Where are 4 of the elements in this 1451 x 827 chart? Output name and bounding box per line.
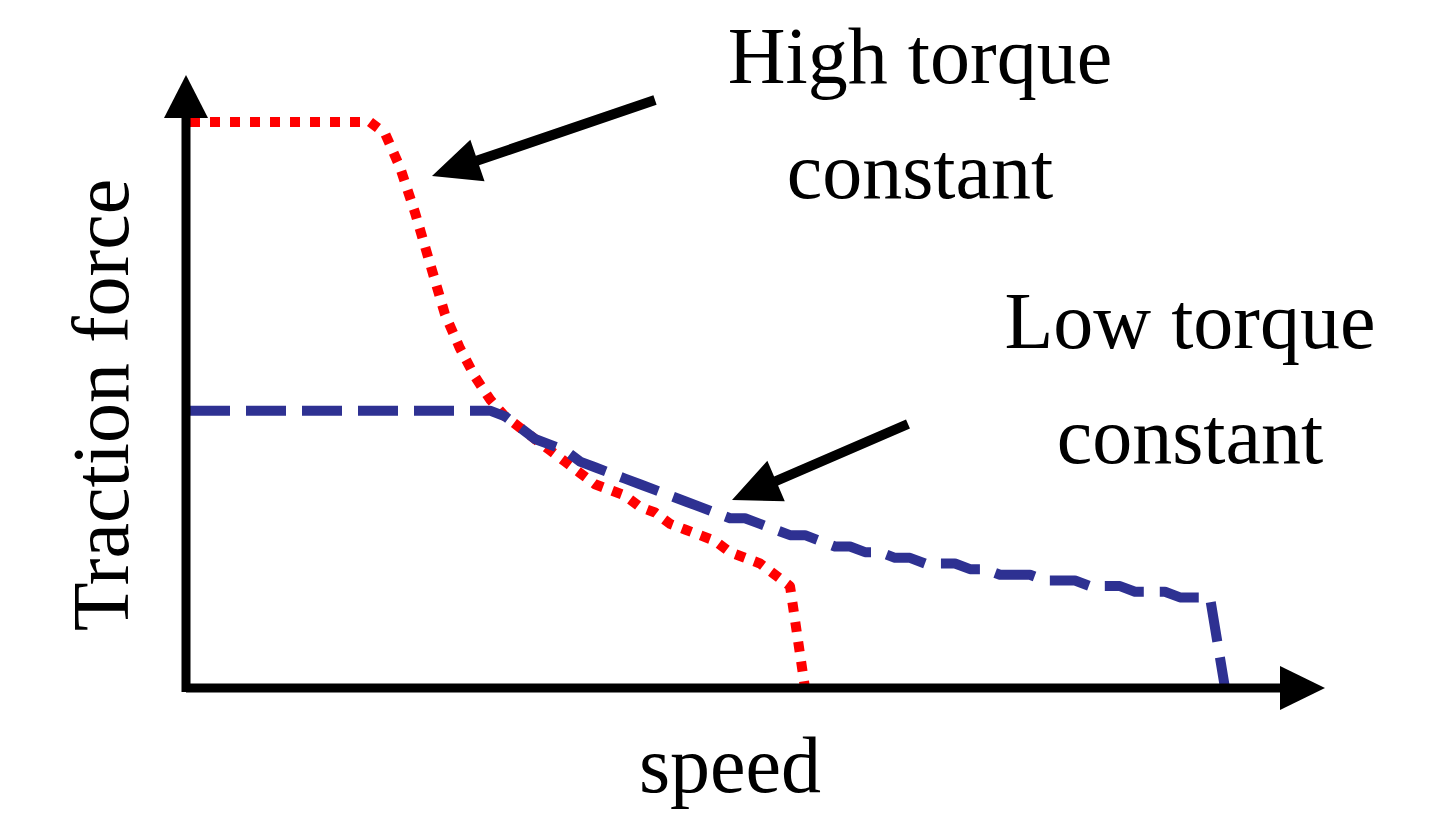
annotation: High torque constant — [727, 12, 1113, 215]
x-axis-title: speed — [638, 721, 822, 809]
y-axis-title: Traction force — [57, 178, 145, 632]
annotation: Low torque constant — [1004, 277, 1376, 480]
